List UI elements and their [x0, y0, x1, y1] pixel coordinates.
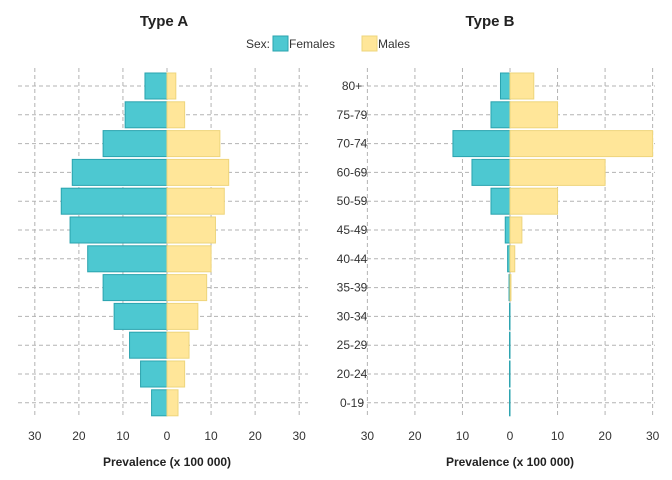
- panel-a-title: Type A: [140, 13, 189, 30]
- age-group-label: 30-34: [337, 309, 368, 323]
- bar-males-35-39: [166, 274, 208, 302]
- age-group-label: 35-39: [337, 281, 368, 295]
- bar-females-50-59: [60, 187, 168, 215]
- bar-males-75-79: [166, 101, 186, 129]
- bar-males-60-69: [166, 158, 230, 186]
- bar-females-45-49: [69, 216, 168, 244]
- bar-females-0-19: [151, 389, 168, 417]
- bar-males-0-19: [166, 389, 179, 417]
- bar-males-70-74: [166, 130, 221, 158]
- x-tick-label: 20: [408, 429, 422, 443]
- x-tick-label: 0: [507, 429, 514, 443]
- x-tick-label: 10: [204, 429, 218, 443]
- x-tick-label: 10: [551, 429, 565, 443]
- bar-males-45-49: [166, 216, 216, 244]
- legend-label-males: Males: [378, 37, 410, 51]
- x-tick-label: 30: [361, 429, 375, 443]
- bar-females-70-74: [452, 130, 511, 158]
- bar-females-20-24: [140, 360, 168, 388]
- age-group-label: 70-74: [337, 137, 368, 151]
- age-group-label: 50-59: [337, 194, 368, 208]
- bar-females-60-69: [471, 158, 511, 186]
- x-tick-label: 30: [28, 429, 42, 443]
- bar-females-50-59: [490, 187, 511, 215]
- bar-males-25-29: [166, 331, 190, 359]
- bar-females-40-44: [87, 245, 168, 273]
- bar-males-30-34: [166, 302, 199, 330]
- bar-males-20-24: [166, 360, 186, 388]
- bar-females-75-79: [490, 101, 511, 129]
- age-group-label: 0-19: [340, 396, 364, 410]
- bar-females-75-79: [124, 101, 168, 129]
- age-group-labels: 0-19 20-24 25-29 30-34 35-39 40-44 45-49 50-59 6…: [337, 79, 368, 410]
- bar-males-40-44: [509, 245, 516, 273]
- legend-swatch-females: [272, 35, 289, 52]
- age-group-label: 80+: [342, 79, 362, 93]
- x-tick-label: 20: [248, 429, 262, 443]
- age-group-label: 20-24: [337, 367, 368, 381]
- bar-males-80+: [509, 72, 535, 100]
- x-tick-label: 30: [293, 429, 307, 443]
- legend-swatch-males: [361, 35, 378, 52]
- panel-b-title: Type B: [466, 13, 515, 30]
- bar-females-30-34: [113, 302, 168, 330]
- bar-males-45-49: [509, 216, 523, 244]
- x-tick-label: 30: [646, 429, 660, 443]
- bar-males-40-44: [166, 245, 212, 273]
- bar-females-35-39: [102, 274, 168, 302]
- legend-label-females: Females: [289, 37, 335, 51]
- age-group-label: 40-44: [337, 252, 368, 266]
- panel-type-a: 30 20 10 0 10 20 30: [18, 68, 308, 443]
- x-tick-label: 20: [72, 429, 86, 443]
- bar-females-80+: [144, 72, 168, 100]
- bar-males-75-79: [509, 101, 559, 129]
- bar-males-70-74: [509, 130, 654, 158]
- panel-a-x-axis-title: Prevalence (x 100 000): [103, 455, 231, 469]
- legend: Sex: Females Males: [246, 35, 410, 52]
- bar-females-70-74: [102, 130, 168, 158]
- x-tick-label: 10: [116, 429, 130, 443]
- panel-type-b: 30 20 10 0 10 20 30: [360, 68, 660, 443]
- bar-females-45-49: [504, 216, 511, 244]
- bar-males-50-59: [166, 187, 225, 215]
- age-group-label: 60-69: [337, 165, 368, 179]
- bar-females-25-29: [129, 331, 168, 359]
- age-group-label: 45-49: [337, 223, 368, 237]
- x-tick-label: 10: [456, 429, 470, 443]
- age-group-label: 25-29: [337, 338, 368, 352]
- bar-females-60-69: [71, 158, 168, 186]
- age-group-label: 75-79: [337, 108, 368, 122]
- x-tick-label: 0: [164, 429, 171, 443]
- bar-females-80+: [499, 72, 511, 100]
- x-tick-label: 20: [598, 429, 612, 443]
- bar-males-35-39: [509, 274, 512, 302]
- legend-title: Sex:: [246, 37, 270, 51]
- bar-males-50-59: [509, 187, 559, 215]
- bar-males-80+: [166, 72, 177, 100]
- panel-b-x-axis-title: Prevalence (x 100 000): [446, 455, 574, 469]
- bar-males-60-69: [509, 158, 606, 186]
